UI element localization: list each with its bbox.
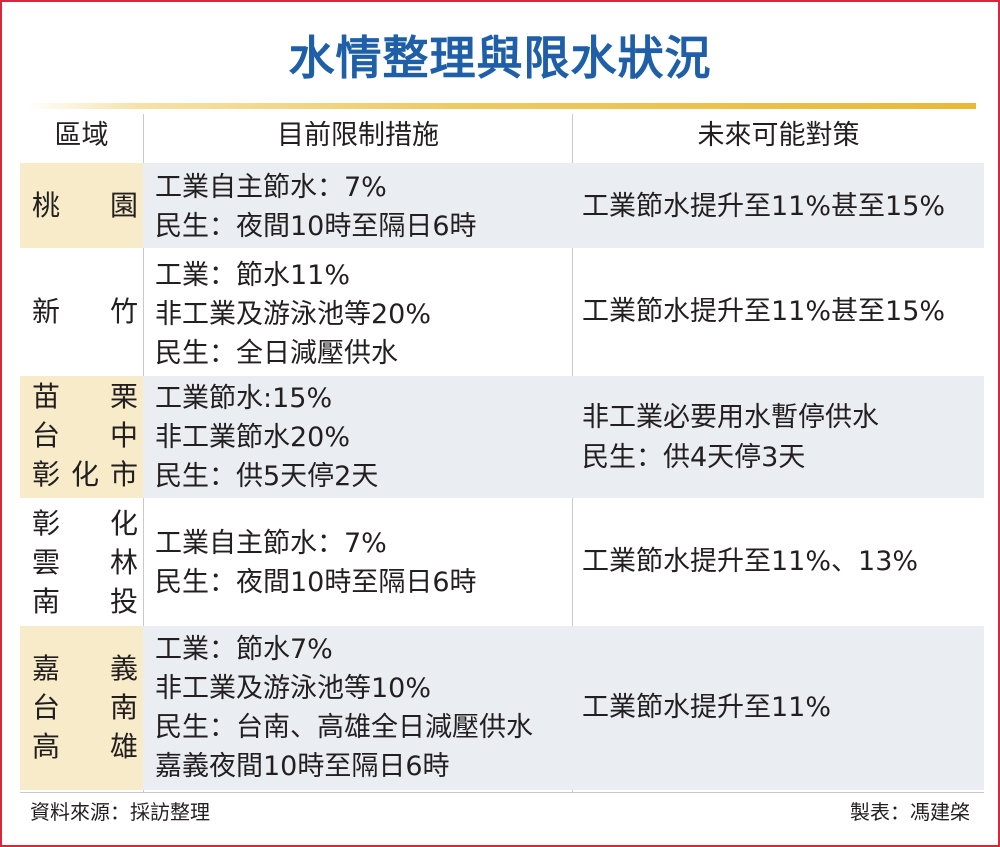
current-measures: 工業：節水7% 非工業及游泳池等10% 民生：台南、高雄全日減壓供水 嘉義夜間1…	[155, 634, 533, 782]
table-row: 新 竹 工業：節水11% 非工業及游泳池等20% 民生：全日減壓供水 工業節水提…	[20, 252, 984, 372]
region-cell: 嘉 義 台 南 高 雄	[20, 626, 143, 790]
region-name: 台 南	[32, 691, 139, 724]
source-note: 資料來源：採訪整理	[30, 800, 210, 824]
region-name: 新 竹	[32, 295, 139, 328]
region-name: 嘉 義	[32, 652, 139, 685]
credit-note: 製表：馮建棨	[850, 800, 970, 824]
title-underline	[26, 103, 976, 109]
footer-divider	[20, 792, 984, 793]
header-future-measures: 未來可能對策	[697, 120, 860, 151]
future-measures: 工業節水提升至11%	[582, 692, 832, 723]
current-measures: 工業自主節水：7% 民生：夜間10時至隔日6時	[155, 172, 477, 242]
region-cell: 新 竹	[20, 252, 143, 372]
region-cell: 彰 化 雲 林 南 投	[20, 502, 143, 622]
region-name: 南 投	[32, 585, 139, 618]
current-measures: 工業自主節水：7% 民生：夜間10時至隔日6時	[155, 528, 477, 598]
region-cell: 桃 園	[20, 163, 143, 248]
header-region: 區域	[54, 120, 109, 151]
region-name: 彰 化 市	[32, 458, 139, 491]
table-row: 苗 栗 台 中 彰 化 市 工業節水:15% 非工業節水20% 民生：供5天停2…	[20, 376, 984, 498]
page-title: 水情整理與限水狀況	[288, 31, 712, 85]
table-row: 桃 園 工業自主節水：7% 民生：夜間10時至隔日6時 工業節水提升至11%甚至…	[20, 163, 984, 248]
current-measures: 工業：節水11% 非工業及游泳池等20% 民生：全日減壓供水	[155, 260, 432, 369]
region-name: 高 雄	[32, 730, 139, 763]
current-measures: 工業節水:15% 非工業節水20% 民生：供5天停2天	[155, 383, 379, 492]
region-name: 桃 園	[32, 189, 139, 222]
region-name: 苗 栗	[32, 380, 139, 413]
future-measures: 工業節水提升至11%甚至15%	[582, 191, 946, 222]
future-measures: 工業節水提升至11%、13%	[582, 546, 919, 577]
region-cell: 苗 栗 台 中 彰 化 市	[20, 376, 143, 498]
table-row: 嘉 義 台 南 高 雄 工業：節水7% 非工業及游泳池等10% 民生：台南、高雄…	[20, 626, 984, 790]
future-measures: 非工業必要用水暫停供水 民生：供4天停3天	[582, 402, 879, 473]
header-current-measures: 目前限制措施	[277, 120, 439, 151]
table-row: 彰 化 雲 林 南 投 工業自主節水：7% 民生：夜間10時至隔日6時 工業節水…	[20, 502, 984, 622]
region-name: 台 中	[32, 419, 139, 452]
future-measures: 工業節水提升至11%甚至15%	[582, 296, 946, 327]
region-name: 雲 林	[32, 546, 139, 579]
region-name: 彰 化	[32, 507, 139, 540]
